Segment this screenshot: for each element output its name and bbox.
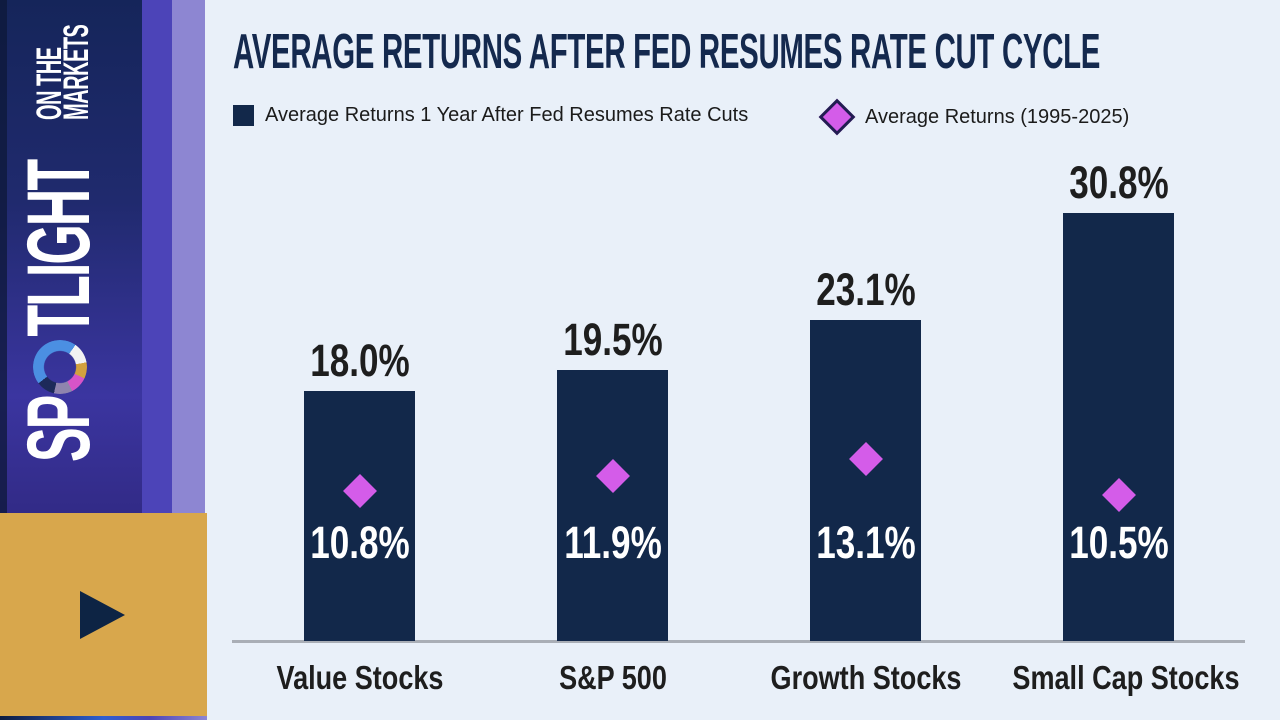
legend-item-bar-series: Average Returns 1 Year After Fed Resumes… <box>233 104 748 127</box>
brand-text-markets: MARKETS <box>58 24 97 120</box>
video-panel <box>0 513 207 716</box>
bar <box>1063 213 1174 641</box>
legend-item-diamond-series: Average Returns (1995-2025) <box>818 98 1130 136</box>
average-return-label: 11.9% <box>563 517 662 568</box>
x-axis-category-label: Small Cap Stocks <box>1011 659 1240 696</box>
sidebar-bottom-strip <box>0 716 207 720</box>
x-axis-category-label: Growth Stocks <box>770 659 961 696</box>
spotlight-ring-icon <box>33 339 87 394</box>
bar <box>304 390 415 641</box>
sidebar-left-edge <box>0 0 7 720</box>
bar <box>810 320 921 641</box>
bar-value-label: 23.1% <box>815 264 916 316</box>
bar <box>557 370 668 641</box>
bar-series-swatch-icon <box>233 105 254 126</box>
brand-logo-subtitle: ON THE MARKETS <box>31 25 97 120</box>
diamond-series-swatch-icon <box>818 98 856 136</box>
bar-value-label: 30.8% <box>1068 157 1169 209</box>
x-axis-line <box>232 640 1245 643</box>
brand-text-tlight: TLIGHT <box>10 160 110 337</box>
bar-value-label: 18.0% <box>309 334 410 386</box>
bar-value-label: 19.5% <box>562 314 663 366</box>
average-return-label: 10.8% <box>309 517 410 568</box>
legend-label-diamond-series: Average Returns (1995-2025) <box>865 105 1130 128</box>
play-icon[interactable] <box>80 591 125 639</box>
legend-label-bar-series: Average Returns 1 Year After Fed Resumes… <box>265 104 749 126</box>
x-axis-category-label: Value Stocks <box>276 659 443 696</box>
average-return-label: 10.5% <box>1068 517 1169 568</box>
chart-title: AVERAGE RETURNS AFTER FED RESUMES RATE C… <box>233 25 1101 79</box>
brand-text-sp: SP <box>10 396 110 462</box>
average-return-label: 13.1% <box>815 517 916 568</box>
x-axis-category-label: S&P 500 <box>558 659 667 696</box>
brand-logo-spotlight: SP TLIGHT <box>10 161 110 462</box>
